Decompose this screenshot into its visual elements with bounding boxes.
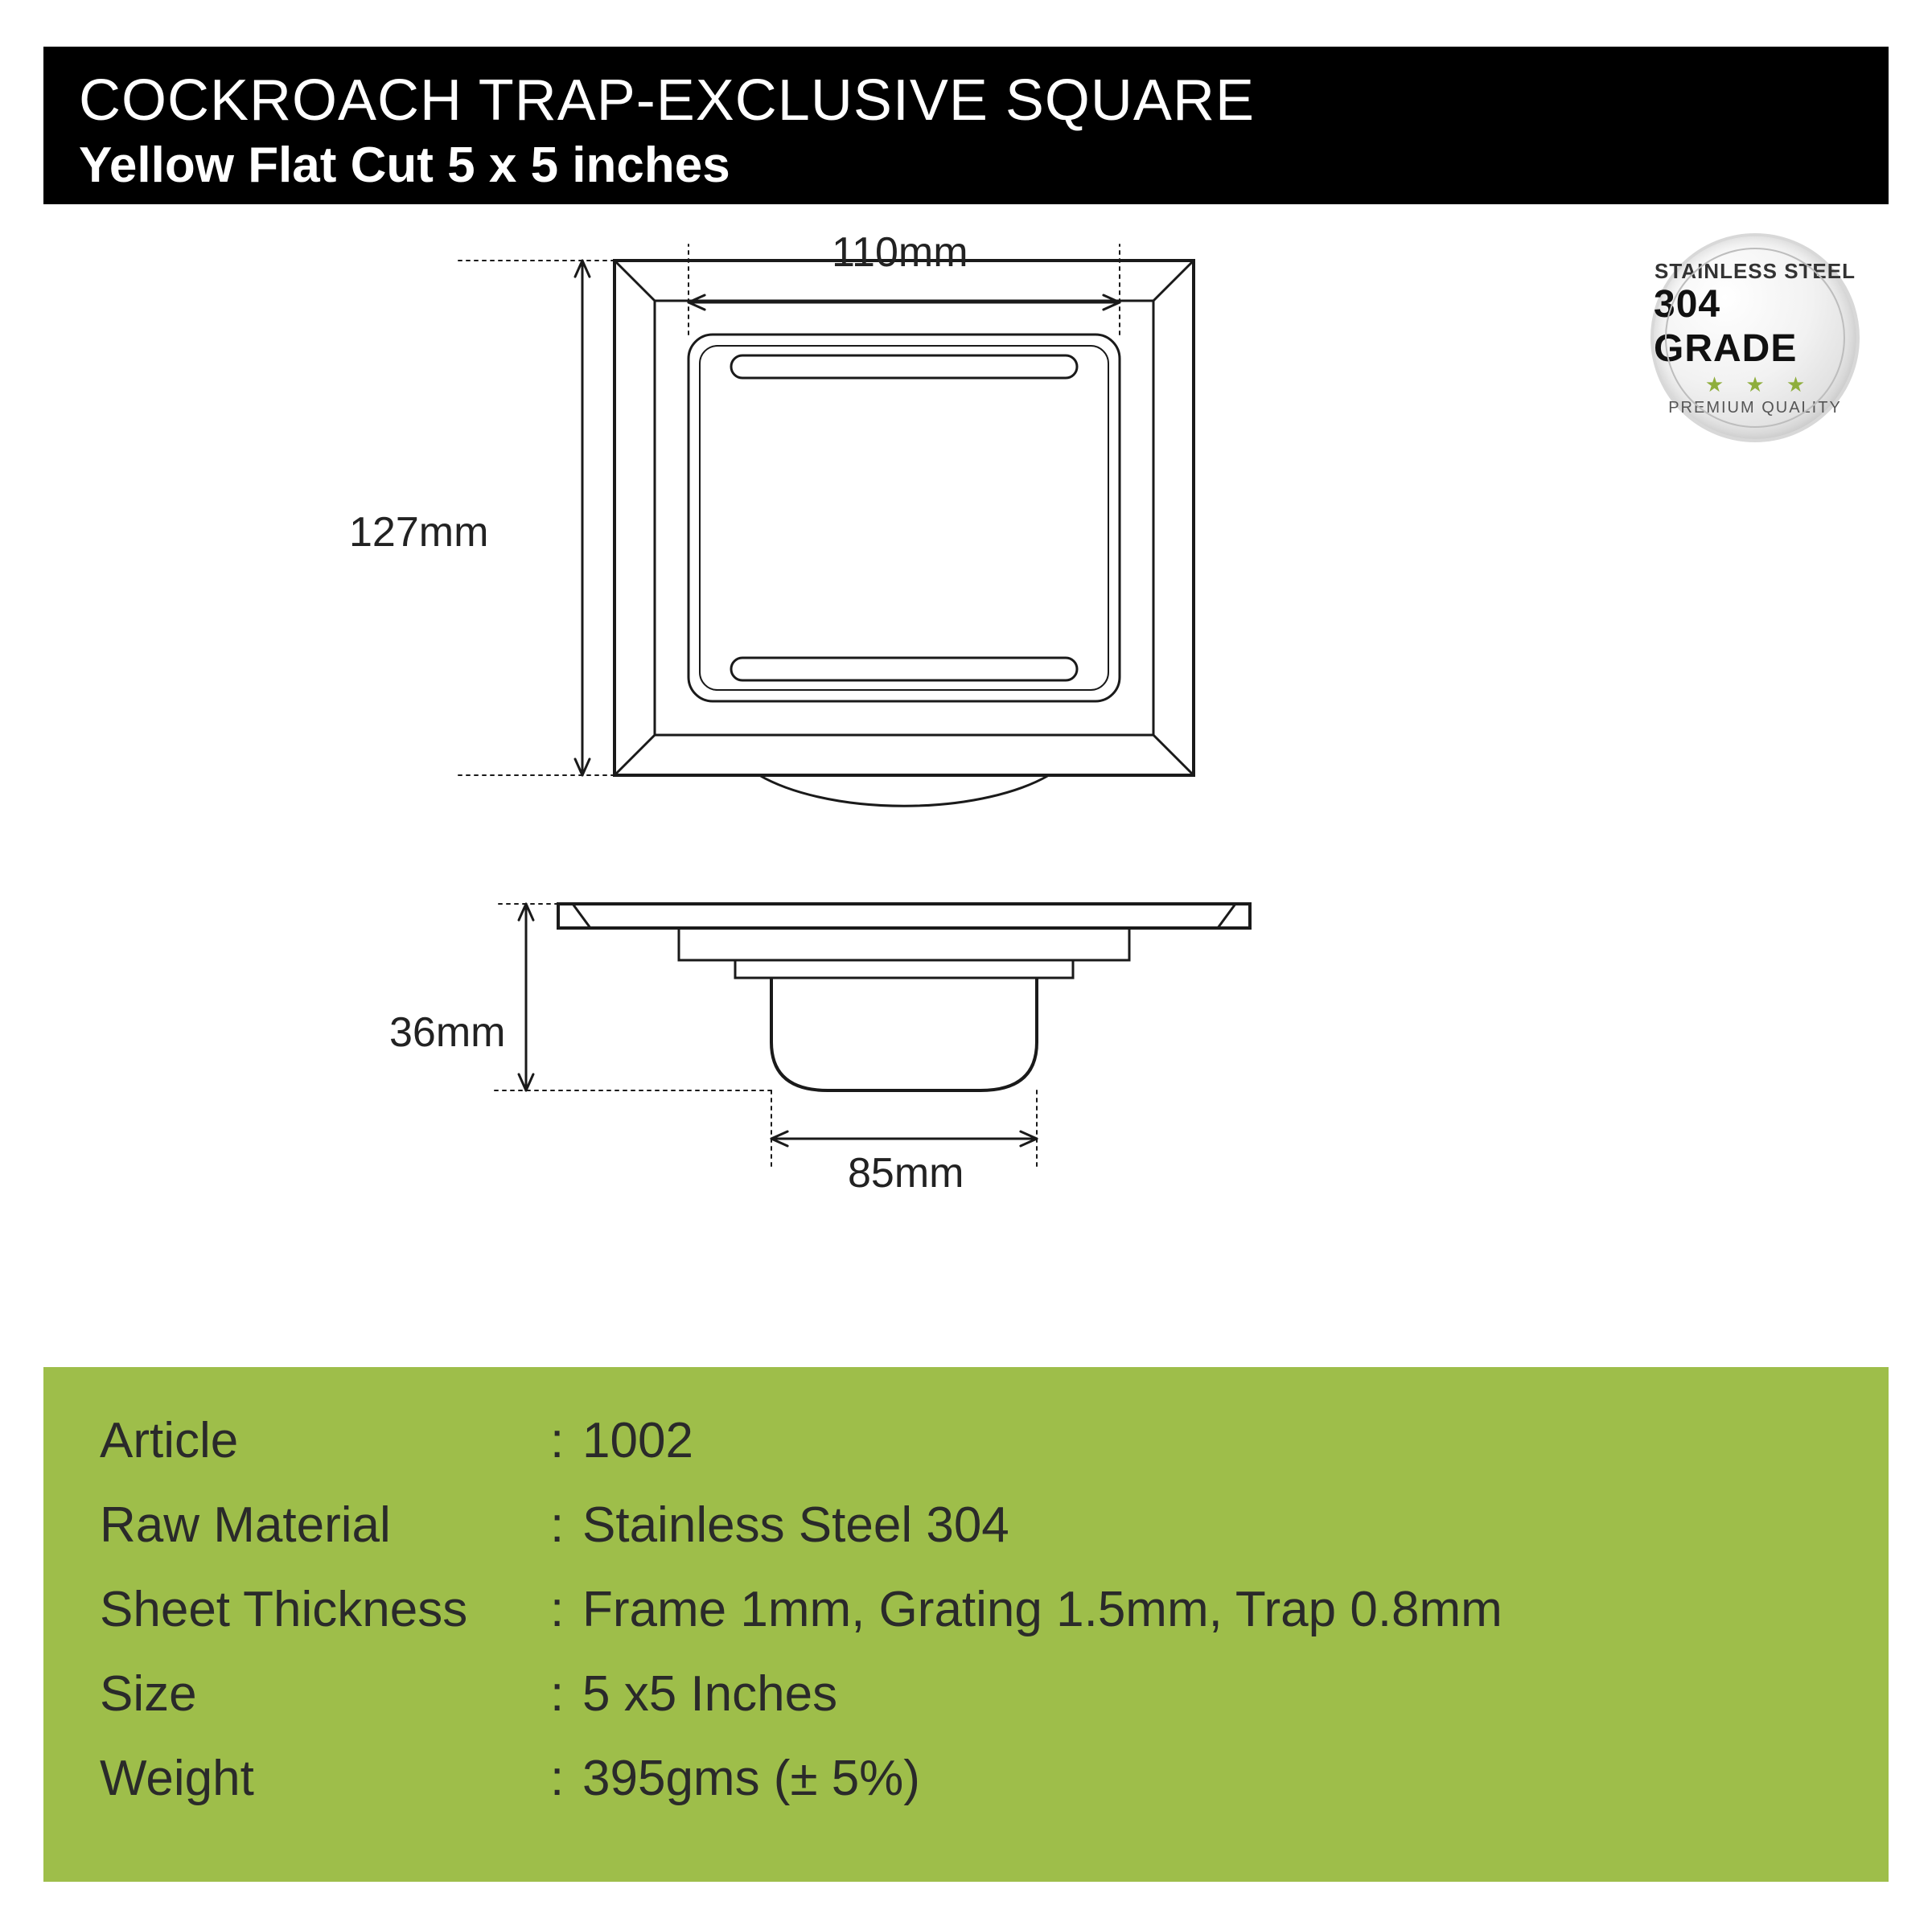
product-subtitle: Yellow Flat Cut 5 x 5 inches [79, 137, 1853, 194]
dim-top-height: 127mm [349, 508, 488, 556]
spec-row: Weight:395gms (± 5%) [100, 1750, 1832, 1807]
product-title: COCKROACH TRAP-EXCLUSIVE SQUARE [79, 68, 1853, 133]
spec-colon: : [550, 1497, 582, 1554]
header-bar: COCKROACH TRAP-EXCLUSIVE SQUARE Yellow F… [43, 47, 1889, 204]
technical-diagram: 110mm 127mm 36mm 85mm [43, 204, 1889, 1306]
spec-row: Raw Material:Stainless Steel 304 [100, 1497, 1832, 1554]
spec-row: Article:1002 [100, 1412, 1832, 1469]
spec-row: Sheet Thickness:Frame 1mm, Grating 1.5mm… [100, 1581, 1832, 1638]
dim-cup-width: 85mm [848, 1149, 964, 1197]
spec-label: Weight [100, 1750, 550, 1807]
spec-value: 1002 [582, 1412, 693, 1469]
dim-side-depth: 36mm [389, 1008, 505, 1057]
spec-label: Size [100, 1665, 550, 1723]
spec-value: 5 x5 Inches [582, 1665, 837, 1723]
dim-top-width: 110mm [832, 228, 968, 277]
spec-colon: : [550, 1581, 582, 1638]
spec-label: Raw Material [100, 1497, 550, 1554]
spec-colon: : [550, 1750, 582, 1807]
diagram-svg [43, 204, 1889, 1306]
spec-row: Size:5 x5 Inches [100, 1665, 1832, 1723]
spec-colon: : [550, 1412, 582, 1469]
spec-panel: Article:1002Raw Material:Stainless Steel… [43, 1367, 1889, 1882]
spec-label: Article [100, 1412, 550, 1469]
spec-label: Sheet Thickness [100, 1581, 550, 1638]
spec-value: Stainless Steel 304 [582, 1497, 1009, 1554]
spec-value: 395gms (± 5%) [582, 1750, 920, 1807]
spec-value: Frame 1mm, Grating 1.5mm, Trap 0.8mm [582, 1581, 1502, 1638]
spec-colon: : [550, 1665, 582, 1723]
